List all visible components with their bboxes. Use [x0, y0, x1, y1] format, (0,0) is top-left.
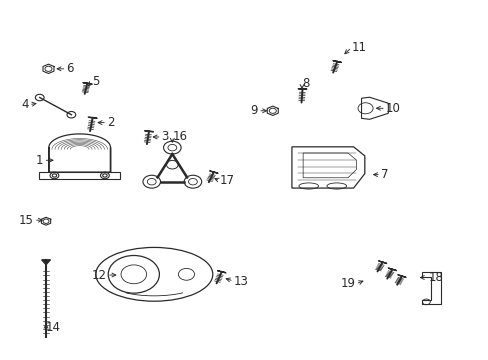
Text: 19: 19: [340, 278, 355, 291]
Text: 10: 10: [385, 102, 400, 115]
Text: 8: 8: [302, 77, 309, 90]
Polygon shape: [83, 83, 91, 84]
Polygon shape: [144, 131, 153, 132]
Text: 17: 17: [220, 174, 235, 187]
Polygon shape: [387, 268, 396, 271]
Text: 13: 13: [233, 275, 248, 288]
Text: 1: 1: [36, 154, 43, 167]
Text: 4: 4: [21, 98, 29, 111]
Text: 9: 9: [250, 104, 258, 117]
Text: 11: 11: [351, 41, 366, 54]
Text: 7: 7: [380, 168, 388, 181]
Text: 5: 5: [92, 75, 100, 88]
Text: 12: 12: [92, 269, 107, 282]
Polygon shape: [88, 117, 97, 118]
Text: 6: 6: [66, 62, 74, 75]
Polygon shape: [217, 271, 225, 273]
Polygon shape: [209, 171, 218, 173]
Text: 16: 16: [172, 130, 187, 144]
Text: 15: 15: [19, 214, 34, 227]
Polygon shape: [378, 261, 386, 264]
Polygon shape: [397, 275, 405, 277]
Text: 2: 2: [107, 116, 114, 129]
Text: 18: 18: [428, 271, 443, 284]
Text: 3: 3: [161, 130, 169, 144]
Polygon shape: [332, 60, 341, 62]
Text: 14: 14: [46, 320, 61, 333]
Polygon shape: [41, 260, 50, 265]
